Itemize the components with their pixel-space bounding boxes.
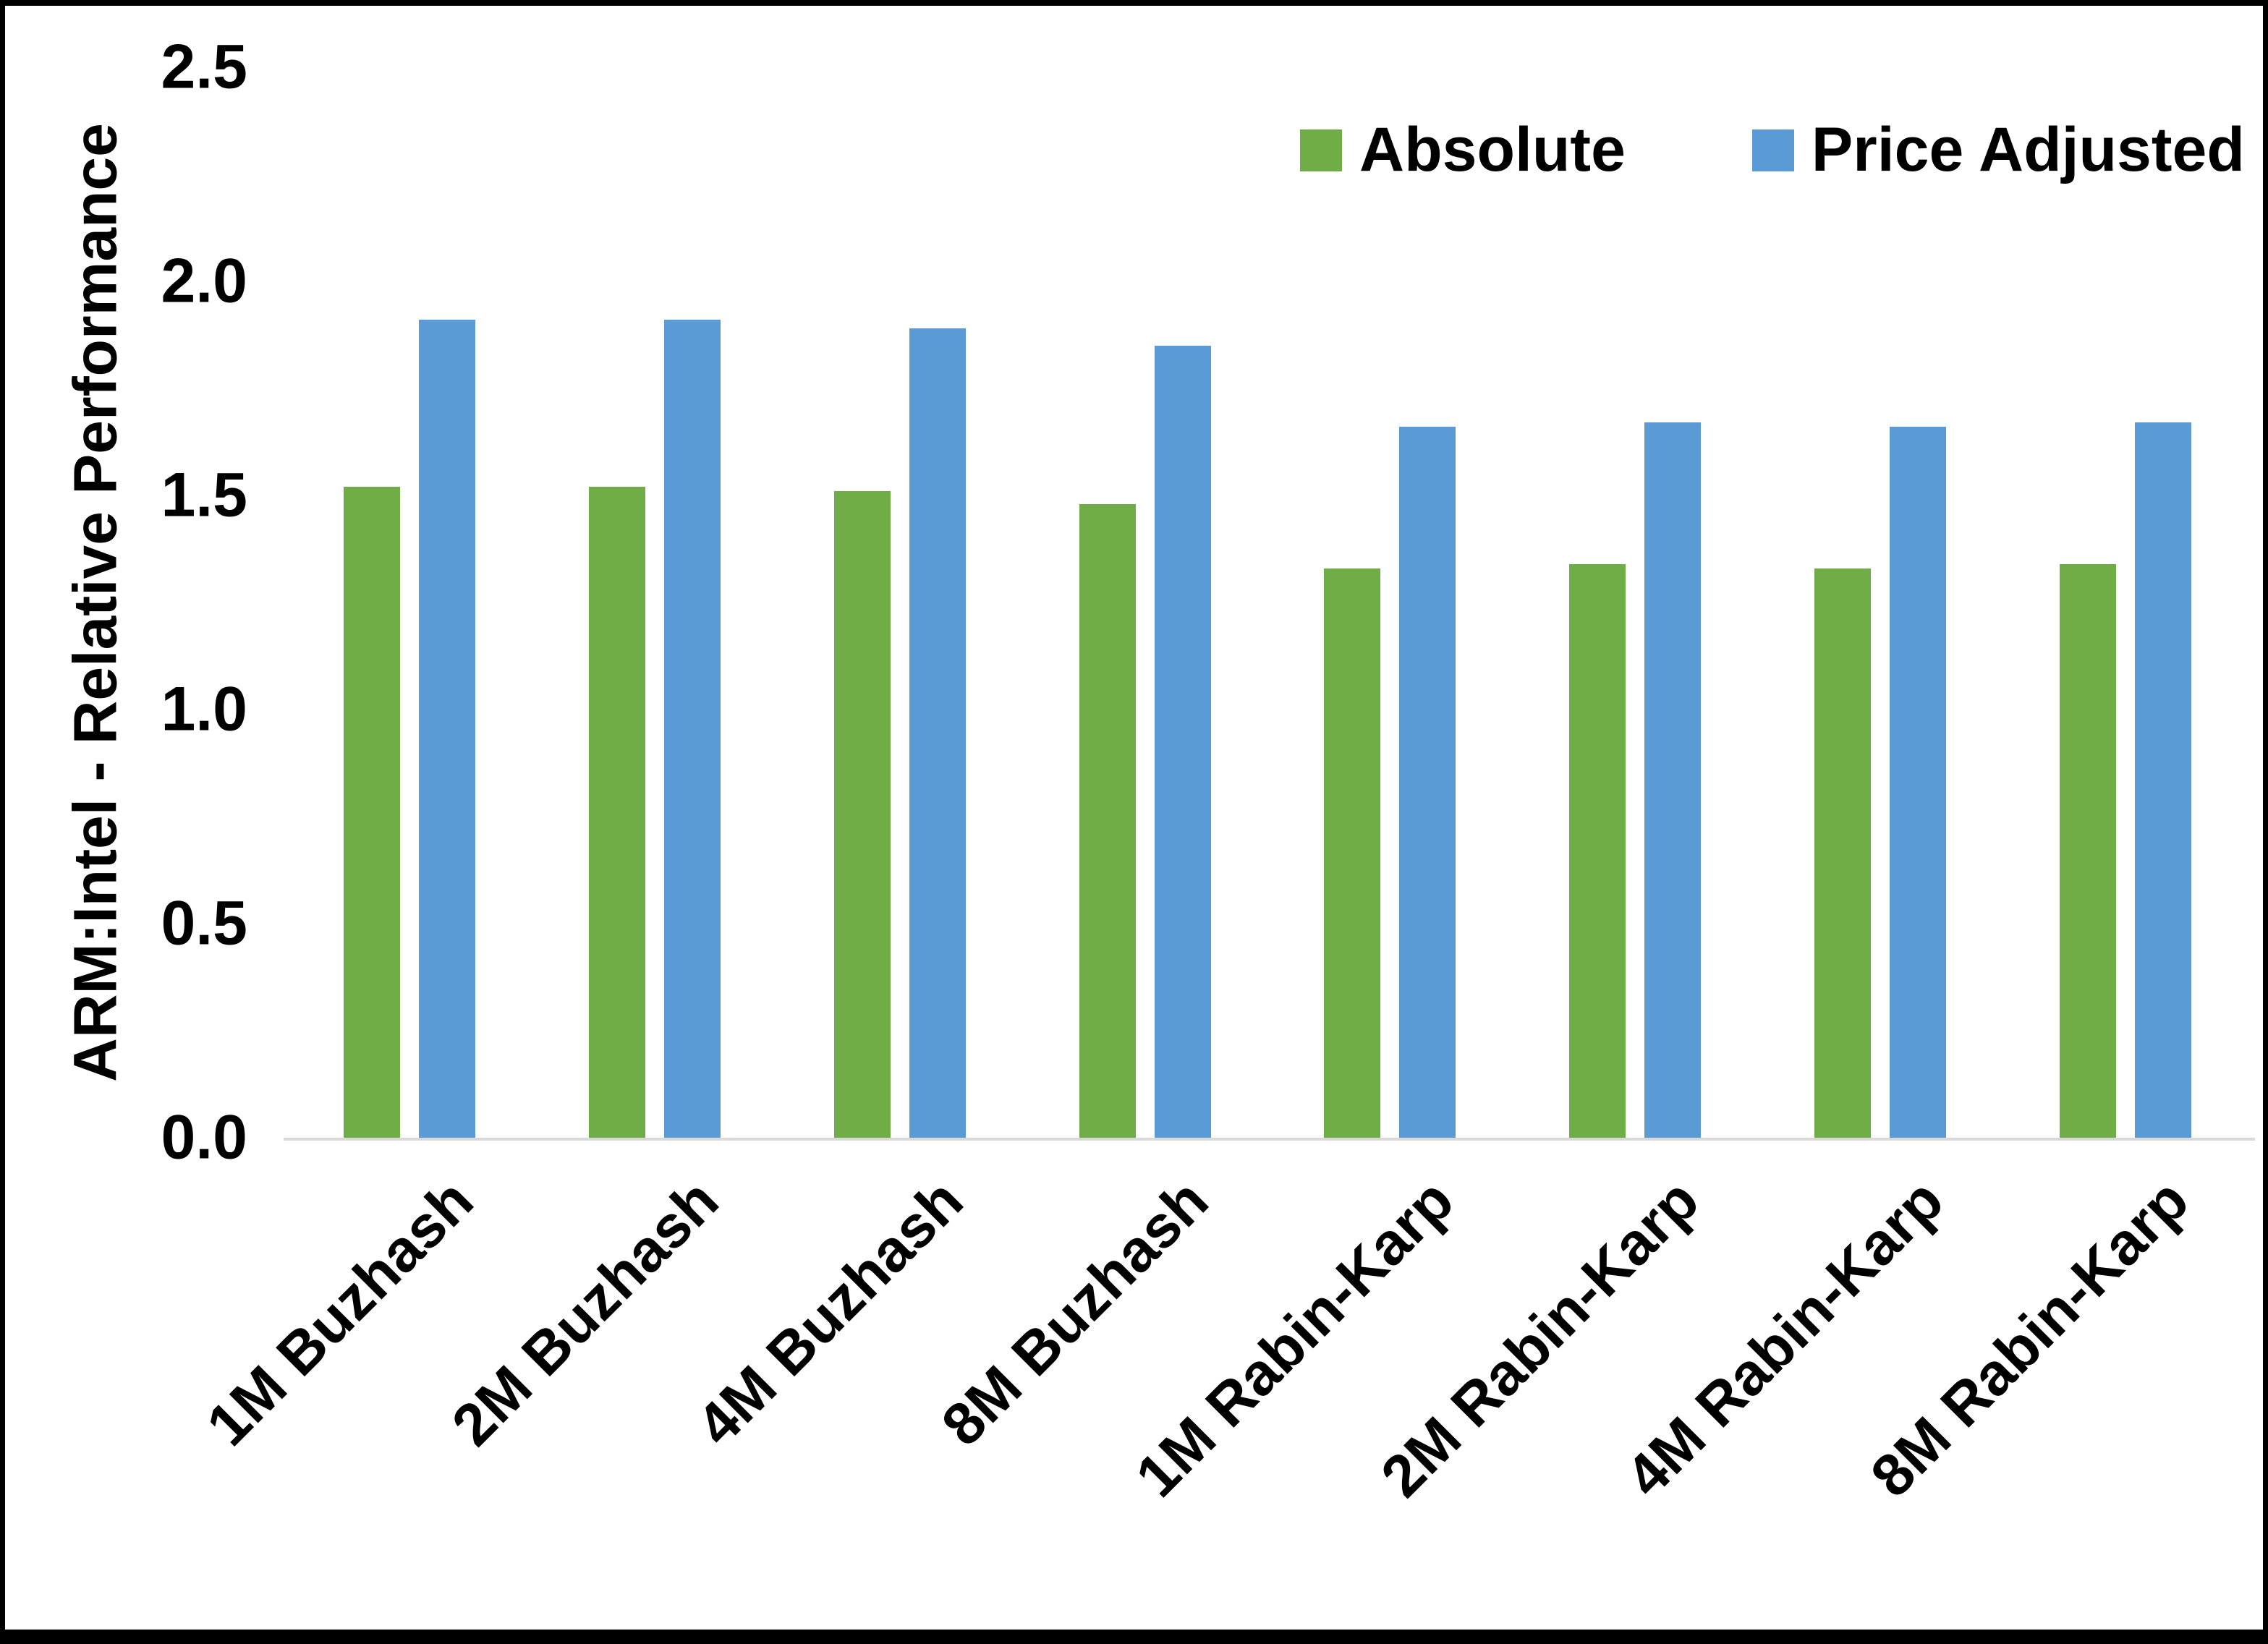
bar-price-adjusted [664,320,721,1138]
bar-absolute [1079,503,1136,1138]
bar-absolute [2059,563,2116,1138]
bar-price-adjusted [909,328,966,1138]
bar-absolute [589,487,646,1138]
bar-absolute [1569,563,1626,1138]
legend-swatch-price-adjusted [1751,129,1794,171]
legend-label-price-adjusted: Price Adjusted [1811,115,2245,184]
y-axis-tick-label: 1.5 [161,460,247,530]
y-axis-tick-label: 2.0 [161,246,247,316]
bar-absolute [833,491,891,1138]
y-axis-tick-label: 0.0 [161,1102,247,1172]
bar-price-adjusted [1644,422,1702,1138]
y-axis-tick-label: 1.0 [161,674,247,744]
bar-price-adjusted [1399,427,1456,1138]
legend-item-absolute: Absolute [1300,114,1626,186]
bar-price-adjusted [419,320,476,1138]
bar-price-adjusted [2134,422,2191,1138]
bar-absolute [1324,568,1381,1138]
bar-absolute [344,487,401,1138]
legend-swatch-absolute [1300,129,1342,171]
y-axis-tick-label: 2.5 [161,32,247,102]
legend-label-absolute: Absolute [1359,115,1626,184]
y-axis-tick-label: 0.5 [161,888,247,958]
legend-item-price-adjusted: Price Adjusted [1751,114,2245,186]
plot-area [287,67,2248,1138]
bar-price-adjusted [1154,345,1211,1138]
x-axis-line [284,1138,2255,1141]
legend: Absolute Price Adjusted [1300,114,2245,186]
bar-absolute [1814,568,1871,1138]
bar-price-adjusted [1889,427,1946,1138]
